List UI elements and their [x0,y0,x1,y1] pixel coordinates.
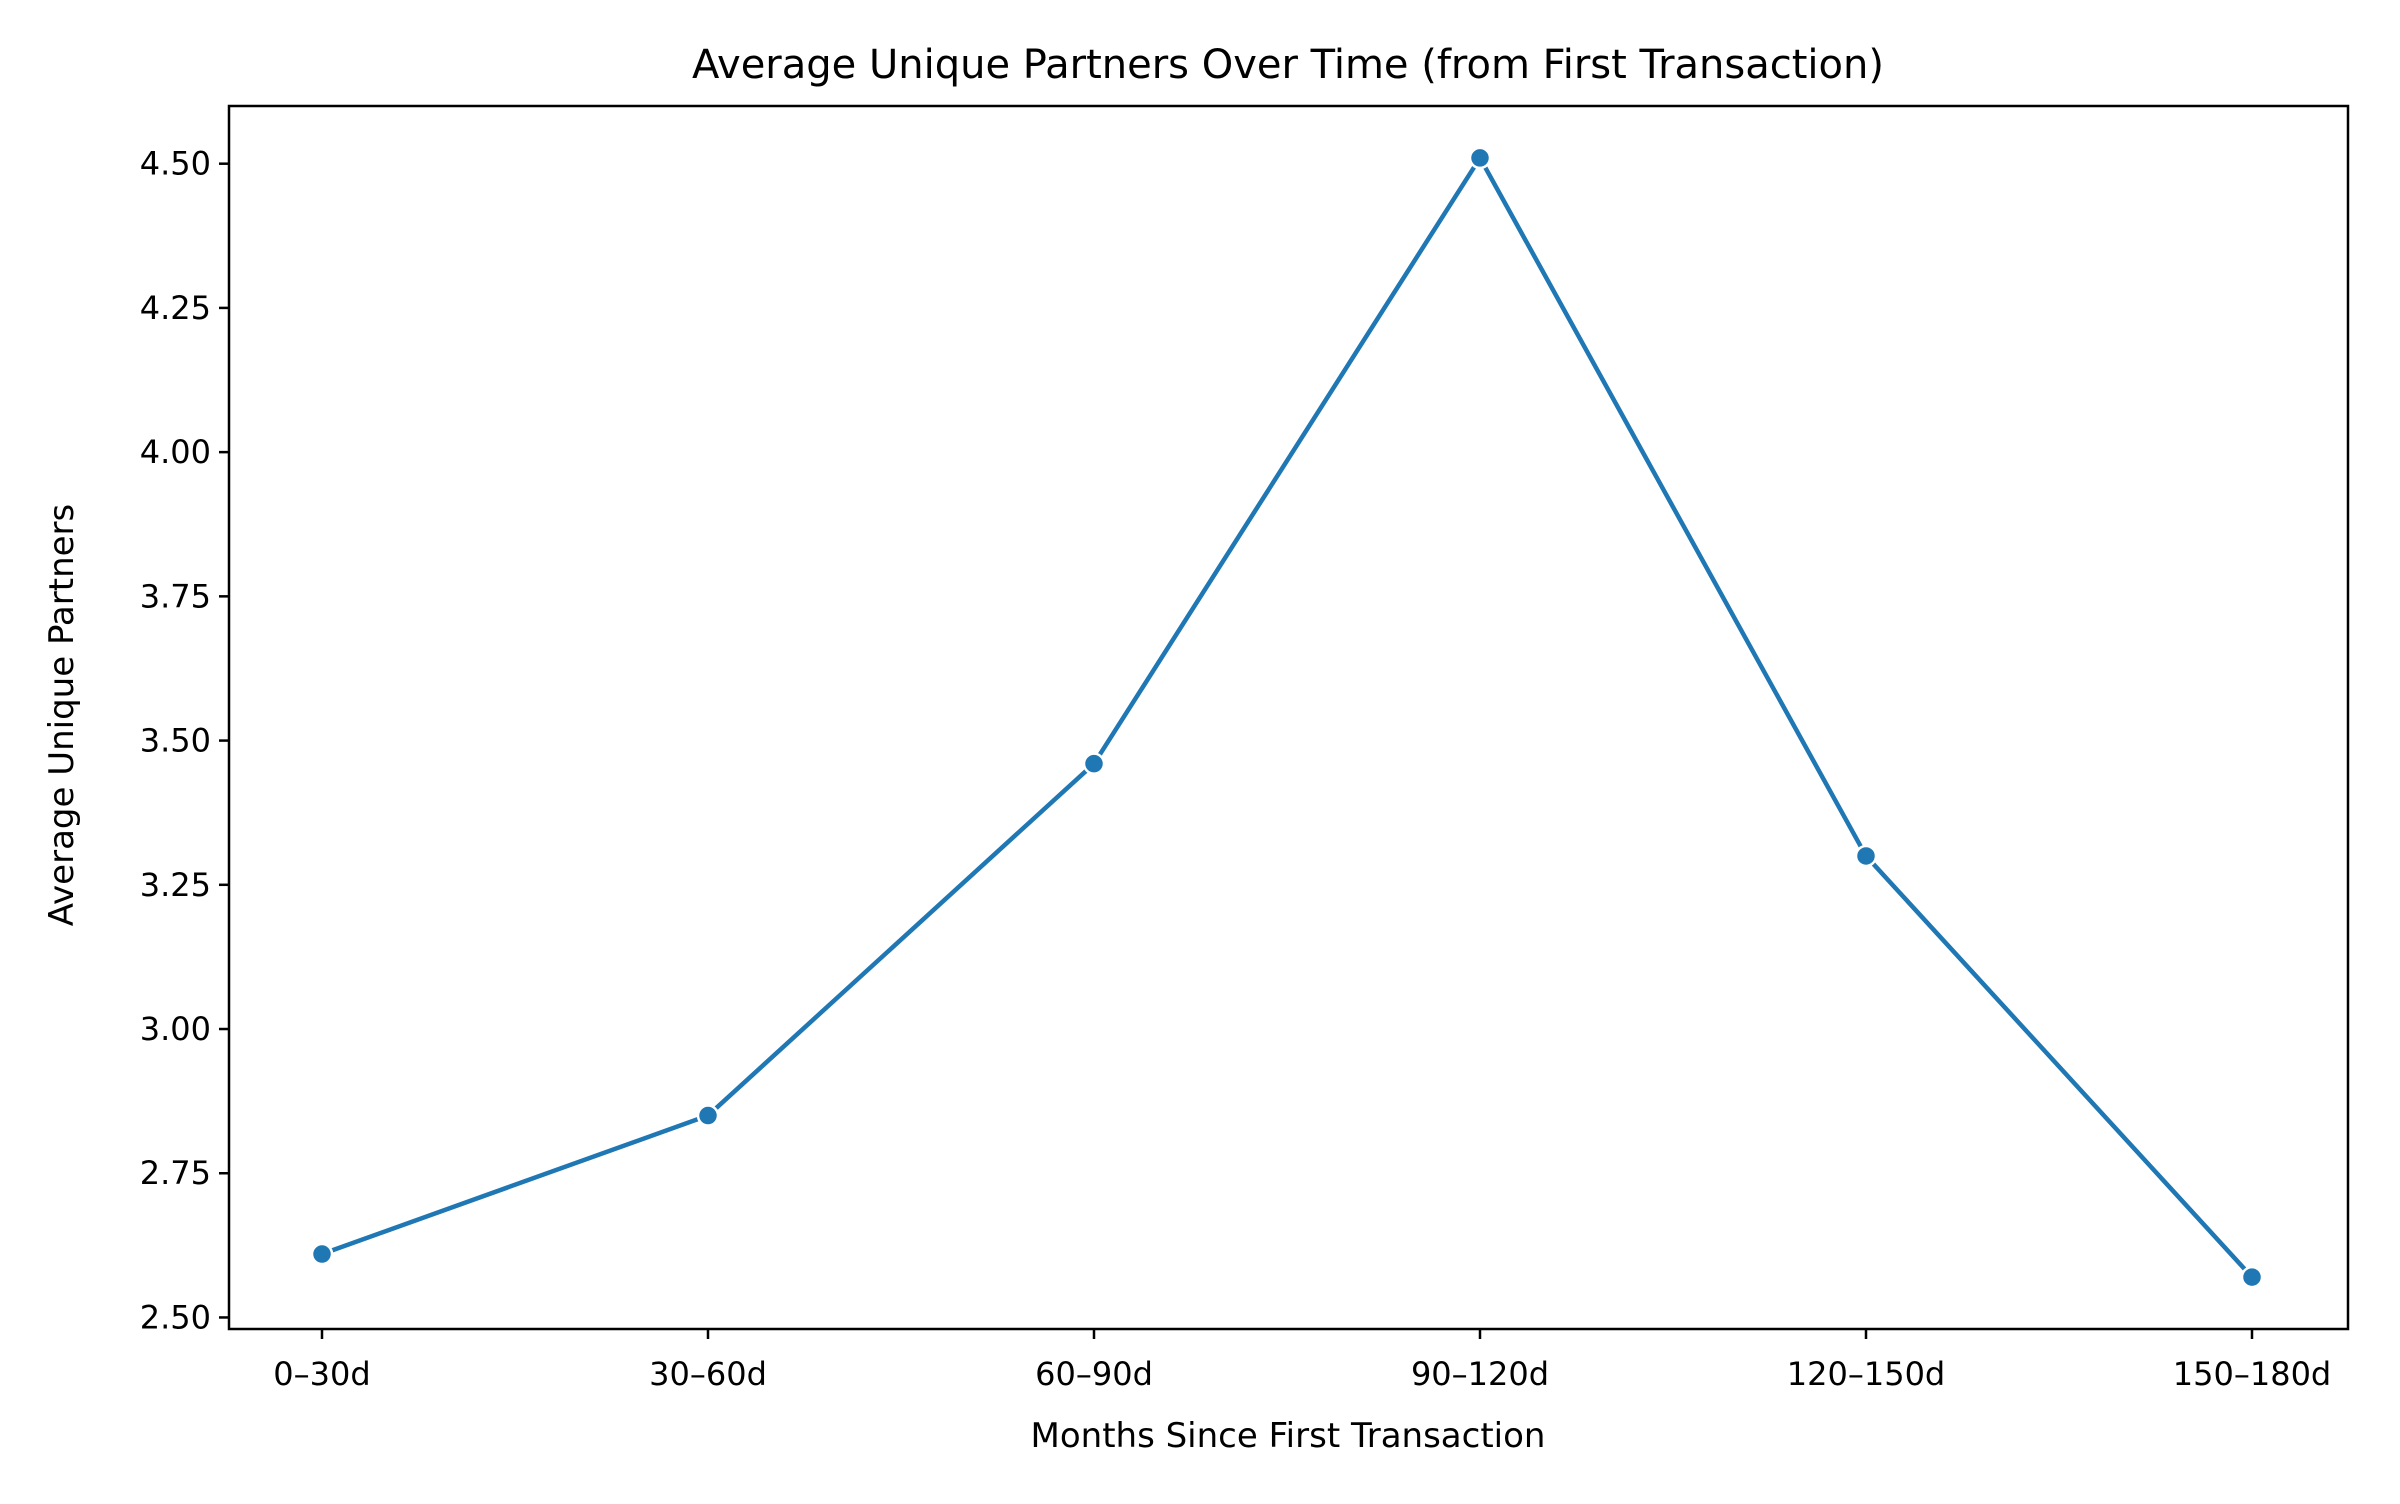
data-point [2240,1265,2264,1289]
y-tick-label: 3.50 [140,722,211,760]
series-line [321,155,2254,1279]
data-point [696,1104,720,1127]
plot-area [310,146,2264,1289]
y-tick-label: 4.00 [140,433,211,471]
x-axis: 0–30d 30–60d 60–90d 90–120d 120–150d 150–180d [273,1329,2331,1393]
y-tick-label: 4.25 [140,289,211,327]
y-tick-label: 2.75 [140,1154,211,1192]
axes-frame [227,104,2350,1331]
y-axis-label: Average Unique Partners [42,504,82,926]
data-point [310,1242,334,1266]
y-tick-label: 3.25 [140,866,211,904]
y-axis: 2.50 2.75 3.00 3.25 3.50 3.75 4.00 4.25 4.50 [140,145,229,1336]
x-axis-label: Months Since First Transaction [1031,1416,1546,1456]
x-tick-label: 120–150d [1787,1355,1945,1393]
data-point [1854,844,1878,868]
x-tick-label: 30–60d [649,1355,767,1393]
x-tick-label: 150–180d [2173,1355,2331,1393]
y-tick-label: 4.50 [140,145,211,183]
data-point [1468,146,1492,170]
y-tick-label: 3.00 [140,1010,211,1048]
data-point [1082,752,1106,775]
x-tick-label: 90–120d [1411,1355,1549,1393]
x-tick-label: 0–30d [273,1355,370,1393]
y-tick-label: 2.50 [140,1298,211,1336]
x-tick-label: 60–90d [1035,1355,1153,1393]
y-tick-label: 3.75 [140,577,211,615]
chart-title: Average Unique Partners Over Time (from … [692,42,1884,88]
